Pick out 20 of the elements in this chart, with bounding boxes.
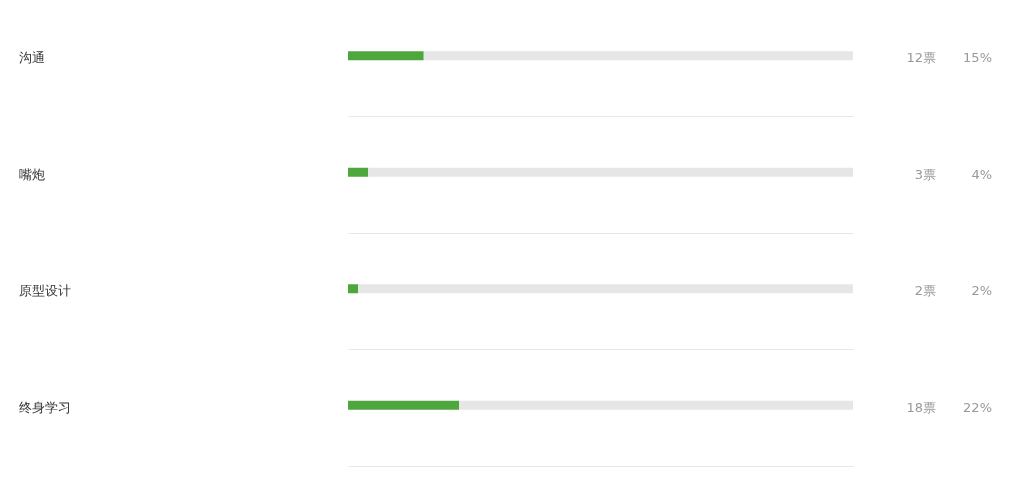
y-tick-label: 沟通 [18,50,45,66]
data-label: 4% [971,166,992,182]
text: 3票 [914,166,936,182]
text: 18票 [906,399,936,415]
text: 12票 [906,50,936,66]
bar [348,284,359,294]
data-label: 15% [963,50,992,66]
y-tick-label: 嘴炮 [18,166,45,182]
y-tick-label: 原型设计 [18,283,71,299]
data-label: 22% [963,399,992,415]
bar [459,400,853,410]
text: 2票 [914,283,936,299]
bar [368,167,853,177]
y-tick-label: 终身学习 [18,399,71,415]
bar [348,400,460,410]
bar [348,167,369,177]
bar [348,51,424,61]
bar [358,284,853,294]
data-label: 2% [971,283,992,299]
bar [423,51,853,61]
